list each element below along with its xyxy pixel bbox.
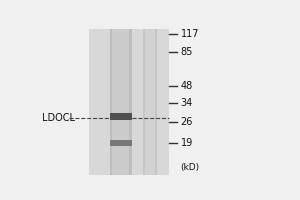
Bar: [110, 140, 132, 146]
Bar: [110, 113, 132, 120]
Bar: [145, 29, 155, 175]
Text: 117: 117: [181, 29, 199, 39]
Text: (kD): (kD): [181, 163, 200, 172]
Text: 48: 48: [181, 81, 193, 91]
Text: 34: 34: [181, 98, 193, 108]
Text: 19: 19: [181, 138, 193, 148]
Text: 26: 26: [181, 117, 193, 127]
Bar: [143, 29, 157, 175]
Bar: [112, 29, 129, 175]
Bar: [89, 29, 169, 175]
Text: 85: 85: [181, 47, 193, 57]
Text: LDOCL: LDOCL: [42, 113, 75, 123]
Bar: [110, 29, 132, 175]
